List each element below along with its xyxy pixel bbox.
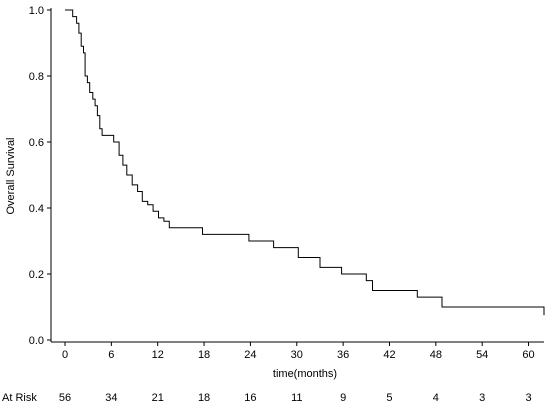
y-tick-label: 0.0 bbox=[29, 335, 44, 347]
x-tick-label: 18 bbox=[198, 349, 210, 361]
axes bbox=[50, 8, 544, 343]
at-risk-count: 11 bbox=[291, 392, 302, 404]
x-axis-label: time(months) bbox=[273, 368, 337, 380]
x-tick-label: 48 bbox=[430, 349, 442, 361]
at-risk-count: 21 bbox=[152, 392, 164, 404]
y-axis-ticks: 0.0 0.2 0.4 0.6 0.8 1.0 bbox=[29, 5, 51, 347]
x-tick-label: 12 bbox=[152, 349, 164, 361]
y-axis-label: Overall Survival bbox=[5, 137, 17, 214]
x-axis-ticks: 0 6 12 18 24 30 36 42 48 54 60 bbox=[62, 342, 535, 361]
y-tick-label: 0.4 bbox=[29, 203, 44, 215]
x-tick-label: 60 bbox=[522, 349, 534, 361]
y-tick-label: 0.2 bbox=[29, 269, 44, 281]
survival-curve bbox=[65, 9, 545, 316]
y-tick-label: 0.8 bbox=[29, 71, 44, 83]
y-tick-label: 1.0 bbox=[29, 5, 44, 17]
at-risk-label: At Risk bbox=[2, 392, 37, 404]
at-risk-counts: 56 34 21 18 16 11 9 5 4 3 3 bbox=[59, 392, 532, 404]
at-risk-count: 56 bbox=[59, 392, 71, 404]
x-tick-label: 24 bbox=[244, 349, 256, 361]
y-tick-label: 0.6 bbox=[29, 137, 44, 149]
at-risk-count: 18 bbox=[198, 392, 210, 404]
at-risk-count: 3 bbox=[479, 392, 485, 404]
x-tick-label: 6 bbox=[108, 349, 114, 361]
at-risk-count: 16 bbox=[244, 392, 256, 404]
x-tick-label: 42 bbox=[383, 349, 395, 361]
at-risk-count: 5 bbox=[386, 392, 392, 404]
x-tick-label: 36 bbox=[337, 349, 349, 361]
x-tick-label: 30 bbox=[291, 349, 303, 361]
at-risk-count: 9 bbox=[340, 392, 346, 404]
x-tick-label: 0 bbox=[62, 349, 68, 361]
at-risk-count: 3 bbox=[525, 392, 531, 404]
x-tick-label: 54 bbox=[476, 349, 488, 361]
at-risk-count: 4 bbox=[433, 392, 439, 404]
at-risk-count: 34 bbox=[105, 392, 117, 404]
